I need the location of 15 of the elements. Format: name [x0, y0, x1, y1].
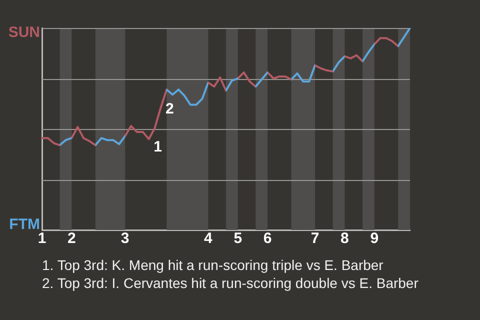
x-tick-label: 3: [120, 230, 130, 248]
x-tick-label: 2: [68, 230, 76, 248]
annotation: 1: [154, 138, 162, 156]
x-tick-label: 7: [310, 230, 320, 248]
text: 2. Top 3rd: I. Cervantes hit a run-scoring double vs E. Barber: [42, 275, 419, 291]
annotation: 2: [165, 100, 174, 118]
x-tick-label: 8: [340, 230, 349, 248]
x-tick-label: 1: [38, 230, 46, 248]
x-tick-label: 5: [234, 230, 242, 248]
x-tick-label: 4: [204, 230, 214, 248]
text: SUN: [8, 24, 40, 42]
text: 1. Top 3rd: K. Meng hit a run-scoring triple vs E. Barber: [42, 257, 384, 273]
x-tick-label: 6: [263, 230, 272, 248]
x-tick-label: 9: [370, 230, 379, 248]
text: FTM: [9, 216, 40, 234]
